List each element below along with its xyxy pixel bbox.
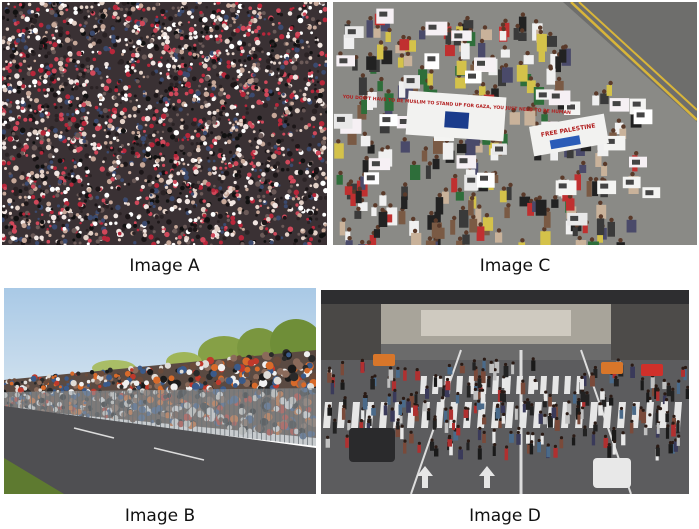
red-car [641,364,663,376]
caption-image-d: Image D [469,506,541,526]
caption-image-a: Image A [129,256,200,276]
crowd-aerial-photo [2,2,327,245]
image-a-dense-crowd [2,2,327,245]
image-c-protest-march: YOU DON'T HAVE TO BE MUSLIM TO STAND UP … [333,2,697,245]
protest-banner-right: FREE PALESTINE [528,113,610,157]
spectators-photo [4,288,316,494]
orange-taxi-right [601,362,623,374]
crosswalk-photo [321,290,689,494]
orange-taxi [373,354,395,366]
protest-march-photo: YOU DON'T HAVE TO BE MUSLIM TO STAND UP … [333,2,697,245]
caption-image-c: Image C [479,256,551,276]
black-car [349,428,395,462]
image-d-crosswalk [321,290,689,494]
white-van [593,458,631,488]
caption-image-b: Image B [124,506,196,526]
image-b-spectators-barrier [4,288,316,494]
